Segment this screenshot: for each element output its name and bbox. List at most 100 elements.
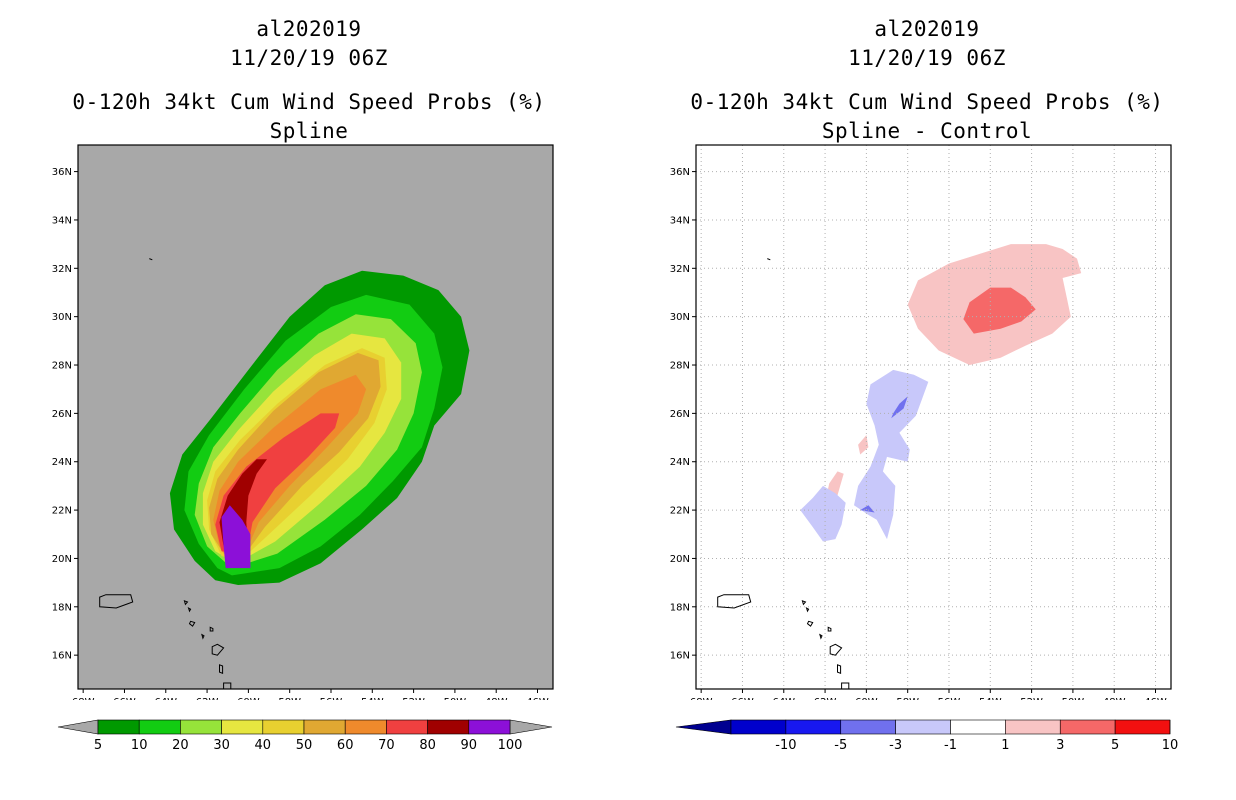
colorbar-low-triangle <box>675 719 732 735</box>
colorbar-label-7: 10 <box>1162 738 1179 753</box>
method-title: Spline - Control <box>821 119 1033 143</box>
y-tick-label-10: 36N <box>670 167 690 178</box>
contour-level-neg1-3 <box>854 369 929 540</box>
coastline-5 <box>187 606 192 613</box>
coastline-3 <box>837 664 842 675</box>
coastline-5 <box>805 606 810 613</box>
colorbar-swatch-1 <box>785 719 842 735</box>
colorbar-swatch-2 <box>840 719 896 735</box>
y-tick-label-3: 22N <box>52 506 72 517</box>
x-tick-label-2: 64W <box>154 697 177 700</box>
colorbar-swatch-5 <box>303 719 346 735</box>
x-tick-label-1: 66W <box>113 697 136 700</box>
contour-level-neg3-5 <box>891 396 908 419</box>
left-panel: al202019 11/20/19 06Z 0-120h 34kt Cum Wi… <box>52 17 554 753</box>
y-tick-label-0: 16N <box>52 651 72 662</box>
x-tick-label-10: 48W <box>1103 697 1126 700</box>
y-tick-label-2: 20N <box>52 554 72 565</box>
colorbar-swatch-7 <box>1114 719 1171 735</box>
colorbar-label-1: -5 <box>834 738 847 753</box>
colorbar-swatch-3 <box>895 719 951 735</box>
coastline-2 <box>829 643 843 656</box>
colorbar-swatch-0 <box>730 719 787 735</box>
y-tick-label-8: 32N <box>52 264 72 275</box>
y-tick-label-6: 28N <box>52 361 72 372</box>
colorbar-swatch-8 <box>427 719 470 735</box>
storm-id-title: al202019 <box>256 17 362 41</box>
x-tick-label-2: 64W <box>772 697 795 700</box>
coastline-6 <box>188 620 196 627</box>
x-tick-label-4: 60W <box>855 697 878 700</box>
y-tick-label-2: 20N <box>670 554 690 565</box>
x-tick-label-7: 54W <box>361 697 384 700</box>
datetime-title: 11/20/19 06Z <box>848 46 1006 70</box>
x-tick-label-6: 56W <box>938 697 961 700</box>
x-tick-label-10: 48W <box>485 697 508 700</box>
y-tick-label-7: 30N <box>52 312 72 323</box>
colorbar-label-10: 100 <box>498 738 523 753</box>
x-tick-label-0: 68W <box>72 697 95 700</box>
x-tick-label-3: 62W <box>814 697 837 700</box>
colorbar-label-6: 5 <box>1111 738 1119 753</box>
colorbar-label-5: 3 <box>1056 738 1064 753</box>
map-background <box>696 145 1171 689</box>
probability-colorbar: 5 10 20 30 40 50 60 70 80 90 100 <box>57 719 553 753</box>
y-tick-label-1: 18N <box>52 602 72 613</box>
y-tick-label-10: 36N <box>52 167 72 178</box>
colorbar-label-3: 30 <box>213 738 230 753</box>
colorbar-low-triangle <box>57 719 99 735</box>
difference-colorbar: -10 -5 -3 -1 1 3 5 10 <box>675 719 1179 753</box>
contour-level-neg1-4 <box>800 485 846 542</box>
y-tick-label-5: 26N <box>52 409 72 420</box>
y-tick-label-1: 18N <box>670 602 690 613</box>
coastline-0 <box>717 594 752 609</box>
x-tick-label-8: 52W <box>1020 697 1043 700</box>
contour-level-90-9 <box>221 505 251 569</box>
colorbar-swatch-4 <box>950 719 1006 735</box>
colorbar-label-0: -10 <box>775 738 796 753</box>
x-tick-label-1: 66W <box>731 697 754 700</box>
colorbar-label-5: 50 <box>296 738 313 753</box>
colorbar-label-0: 5 <box>94 738 102 753</box>
coastline-9 <box>149 258 153 261</box>
y-tick-label-5: 26N <box>670 409 690 420</box>
colorbar-swatch-2 <box>180 719 222 735</box>
colorbar-swatch-3 <box>221 719 264 735</box>
contour-level-3-7 <box>963 287 1036 334</box>
x-tick-label-4: 60W <box>237 697 260 700</box>
coastline-6 <box>806 620 814 627</box>
colorbar-label-3: -1 <box>944 738 957 753</box>
storm-id-title: al202019 <box>874 17 980 41</box>
y-tick-label-3: 22N <box>670 506 690 517</box>
colorbar-swatch-1 <box>138 719 181 735</box>
x-tick-label-5: 58W <box>896 697 919 700</box>
coastline-7 <box>201 633 205 640</box>
colorbar-label-4: 1 <box>1001 738 1009 753</box>
coastline-8 <box>801 599 807 606</box>
colorbar-swatch-6 <box>344 719 387 735</box>
coastline-4 <box>223 682 232 689</box>
map-frame <box>695 144 1172 690</box>
right-panel: al202019 11/20/19 06Z 0-120h 34kt Cum Wi… <box>618 0 1236 800</box>
x-tick-label-0: 68W <box>690 697 713 700</box>
coastline-7 <box>819 633 823 640</box>
coastline-4 <box>841 682 850 689</box>
coastline-8 <box>183 599 189 606</box>
colorbar-label-9: 90 <box>461 738 478 753</box>
y-tick-label-4: 24N <box>52 457 72 468</box>
coastline-0 <box>99 594 134 609</box>
probability-map: 68W 66W 64W 62W 60W 58W 56W 54W 52W 50W 48W 46W 16N 1… <box>52 144 554 700</box>
coastline-9 <box>767 258 771 261</box>
colorbar-label-2: -3 <box>889 738 902 753</box>
coastline-1 <box>827 626 832 632</box>
colorbar-high-triangle <box>509 719 553 735</box>
colorbar-swatch-7 <box>386 719 428 735</box>
y-tick-label-7: 30N <box>670 312 690 323</box>
x-tick-label-7: 54W <box>979 697 1002 700</box>
coastline-3 <box>219 664 224 675</box>
colorbar-swatch-9 <box>468 719 511 735</box>
colorbar-label-1: 10 <box>131 738 148 753</box>
difference-map: 68W 66W 64W 62W 60W 58W 56W 54W 52W 50W 48W 46W 16N 1… <box>670 144 1172 700</box>
x-tick-label-6: 56W <box>320 697 343 700</box>
colorbar-label-8: 80 <box>419 738 436 753</box>
